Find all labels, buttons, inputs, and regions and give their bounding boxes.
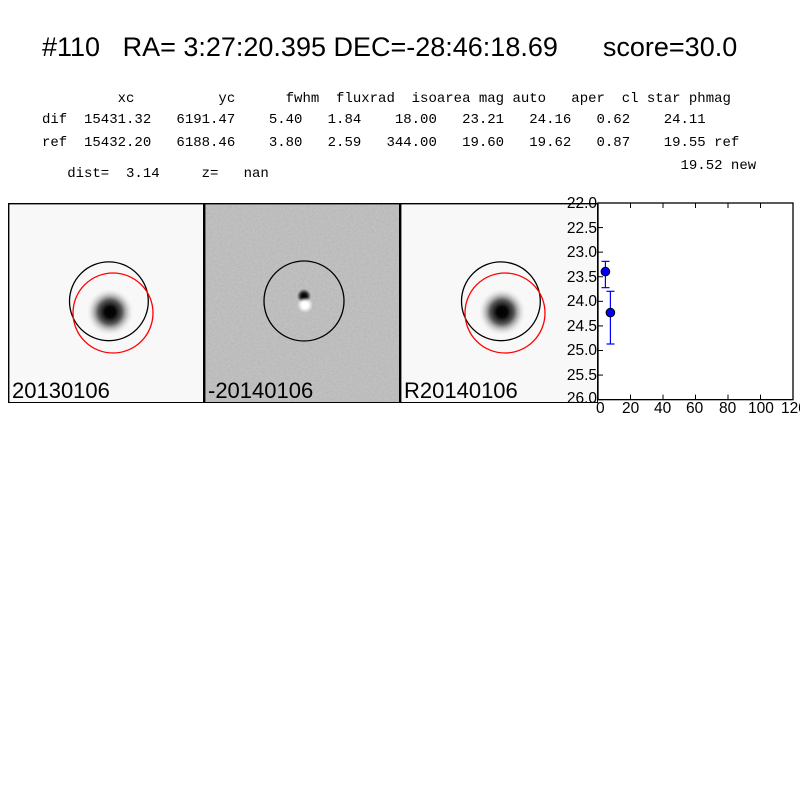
svg-text:-20140106: -20140106 [208, 378, 313, 403]
svg-text:20130106: 20130106 [12, 378, 110, 403]
svg-text:R20140106: R20140106 [404, 378, 518, 403]
